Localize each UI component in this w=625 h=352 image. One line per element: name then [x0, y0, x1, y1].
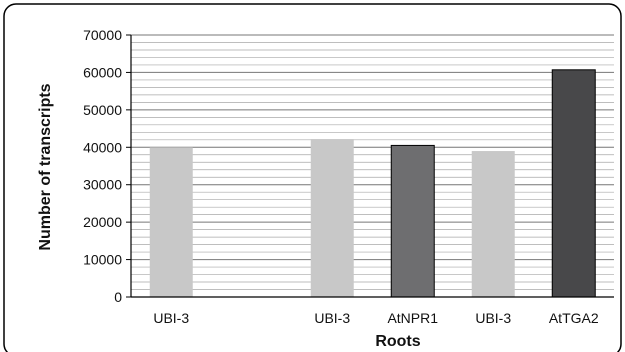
- y-tick-label: 0: [114, 289, 122, 305]
- bar-3: [310, 139, 354, 297]
- bars: [149, 69, 596, 298]
- x-tick-labels: UBI-3 UBI-3 AtNPR1 UBI-3 AtTGA2: [153, 310, 599, 326]
- y-tick-labels: 0 10000 20000 30000 40000 50000 60000 70000: [83, 27, 122, 305]
- bar-6: [551, 69, 596, 298]
- y-tick-label: 20000: [83, 214, 122, 230]
- bar-4: [390, 144, 435, 298]
- x-tick-label: AtNPR1: [387, 310, 438, 326]
- gridlines: [131, 34, 614, 298]
- x-tick-label: UBI-3: [153, 310, 189, 326]
- axes: [126, 34, 614, 298]
- x-tick-label: UBI-3: [475, 310, 511, 326]
- y-axis-title: Number of transcripts: [37, 83, 54, 250]
- y-tick-label: 10000: [83, 252, 122, 268]
- y-tick-label: 30000: [83, 177, 122, 193]
- y-tick-label: 50000: [83, 102, 122, 118]
- y-tick-label: 60000: [83, 64, 122, 80]
- bar-5: [471, 151, 515, 297]
- y-tick-label: 70000: [83, 27, 122, 43]
- x-axis-title: Roots: [375, 333, 420, 350]
- x-tick-label: AtTGA2: [549, 310, 599, 326]
- y-tick-label: 40000: [83, 139, 122, 155]
- x-tick-label: UBI-3: [314, 310, 350, 326]
- bar-1: [149, 147, 193, 297]
